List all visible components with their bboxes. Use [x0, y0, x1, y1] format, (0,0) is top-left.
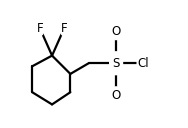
Text: O: O [111, 89, 121, 102]
Ellipse shape [110, 52, 123, 75]
Ellipse shape [137, 52, 150, 75]
Text: F: F [61, 22, 67, 35]
Ellipse shape [60, 20, 68, 36]
Ellipse shape [36, 20, 44, 36]
Ellipse shape [111, 87, 121, 104]
Text: F: F [36, 22, 43, 35]
Text: O: O [111, 25, 121, 38]
Ellipse shape [111, 23, 121, 40]
Text: Cl: Cl [138, 57, 149, 70]
Text: S: S [112, 57, 120, 70]
